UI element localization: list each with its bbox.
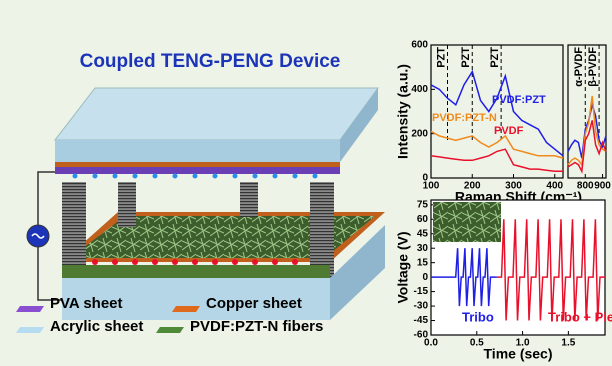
series-label: Tribo (462, 309, 494, 324)
y-axis-label: Intensity (a.u.) (395, 64, 411, 159)
legend-label: PVA sheet (50, 295, 123, 312)
legend-label: Acrylic sheet (50, 318, 143, 335)
legend-label: Copper sheet (206, 295, 302, 312)
y-tick-label: 15 (417, 257, 429, 268)
y-tick-label: 200 (411, 128, 428, 139)
series-label: PVDF:PZT-N (432, 112, 497, 124)
legend-icon (172, 306, 200, 312)
x-tick-label: 0.5 (470, 338, 484, 349)
series-label: PVDF (494, 125, 524, 137)
x-tick-label: 800 (577, 181, 594, 192)
inset-photo (433, 202, 501, 242)
y-tick-label: 75 (417, 199, 429, 210)
x-tick-label: 0.0 (424, 338, 438, 349)
charge-row (73, 174, 318, 179)
x-tick-label: 100 (423, 181, 440, 192)
y-tick-label: -45 (414, 315, 429, 326)
x-tick-label: 1.5 (561, 338, 575, 349)
y-tick-label: 400 (411, 84, 428, 95)
fiber-edge (62, 265, 330, 278)
device-title: Coupled TENG-PENG Device (80, 51, 341, 72)
annotation: PZT (460, 47, 472, 68)
annotation: PZT (435, 47, 447, 68)
y-tick-label: 45 (417, 228, 429, 239)
y-axis-label: Voltage (V) (395, 231, 411, 303)
series-label: Tribo + Piezo (548, 309, 612, 324)
y-tick-label: 600 (411, 40, 428, 51)
legend-icon (156, 327, 184, 333)
pva-top (55, 167, 340, 174)
annotation: α-PVDF (573, 47, 585, 87)
legend-icon (16, 306, 44, 312)
series-line (431, 149, 563, 171)
acrylic-front (55, 140, 340, 162)
x-axis-label: Time (sec) (484, 346, 553, 362)
y-tick-label: -15 (414, 286, 429, 297)
annotation: β-PVDF (587, 47, 599, 87)
y-tick-label: 0 (422, 272, 428, 283)
legend-icon (16, 327, 44, 333)
device-drawing (27, 88, 385, 320)
y-tick-label: 30 (417, 243, 429, 254)
series-line (568, 96, 606, 165)
y-tick-label: 60 (417, 214, 429, 225)
pillar (118, 182, 136, 227)
pillar (240, 182, 258, 217)
y-tick-label: -30 (414, 301, 429, 312)
legend-label: PVDF:PZT-N fibers (190, 318, 323, 335)
annotation: PZT (489, 47, 501, 68)
copper-top (55, 162, 340, 167)
series-label: PVDF:PZT (492, 94, 546, 106)
acrylic-top (55, 88, 378, 140)
x-tick-label: 900 (594, 181, 611, 192)
figure: Coupled TENG-PENG Device PVA sheet Coppe… (0, 0, 612, 366)
